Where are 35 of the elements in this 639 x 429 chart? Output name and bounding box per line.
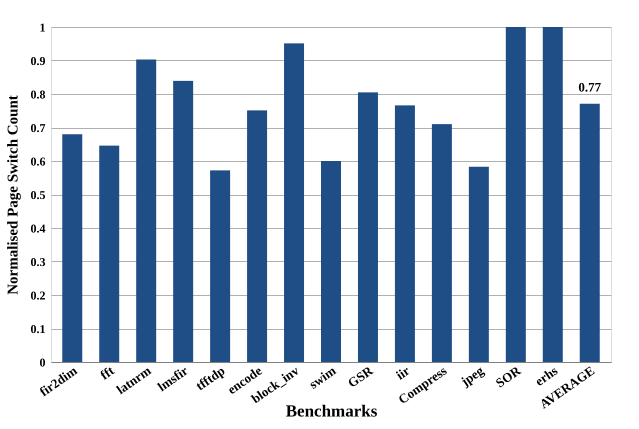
bar: [247, 110, 268, 362]
y-tick-label: 0.9: [30, 54, 46, 68]
y-tick-label: 0: [40, 356, 46, 370]
x-tick-label: swim: [306, 362, 339, 392]
x-tick-label: tfftdp: [192, 362, 228, 394]
bar: [284, 43, 304, 362]
y-tick-label: 0.6: [30, 154, 46, 168]
bar: [358, 92, 378, 362]
y-tick-label: 0.2: [30, 288, 46, 302]
bar: [99, 146, 120, 362]
data-label: 0.77: [578, 80, 602, 95]
bar: [210, 170, 230, 362]
x-tick-label: GSR: [344, 362, 376, 390]
x-tick-label: fft: [97, 362, 118, 383]
bar: [394, 105, 415, 362]
bar: [432, 124, 452, 362]
y-axis-title: Normalised Page Switch Count: [6, 95, 22, 295]
bar: [506, 27, 526, 362]
bar: [173, 80, 194, 362]
y-tick-label: 0.1: [30, 322, 46, 336]
bar: [321, 161, 341, 362]
bar: [542, 27, 563, 362]
x-tick-label: SOR: [492, 362, 524, 390]
y-tick-label: 0.7: [30, 121, 46, 135]
y-tick-label: 0.5: [30, 188, 46, 202]
y-tick-label: 0.8: [30, 88, 46, 102]
x-tick-label: jpeg: [457, 362, 487, 390]
bar: [136, 59, 156, 362]
x-axis-title: Benchmarks: [286, 401, 378, 420]
bar: [62, 134, 82, 362]
y-tick-label: 1: [40, 20, 46, 34]
y-tick-label: 0.4: [30, 222, 46, 236]
y-tick-label: 0.3: [30, 255, 46, 269]
bar: [468, 166, 489, 362]
bar: [580, 104, 600, 362]
